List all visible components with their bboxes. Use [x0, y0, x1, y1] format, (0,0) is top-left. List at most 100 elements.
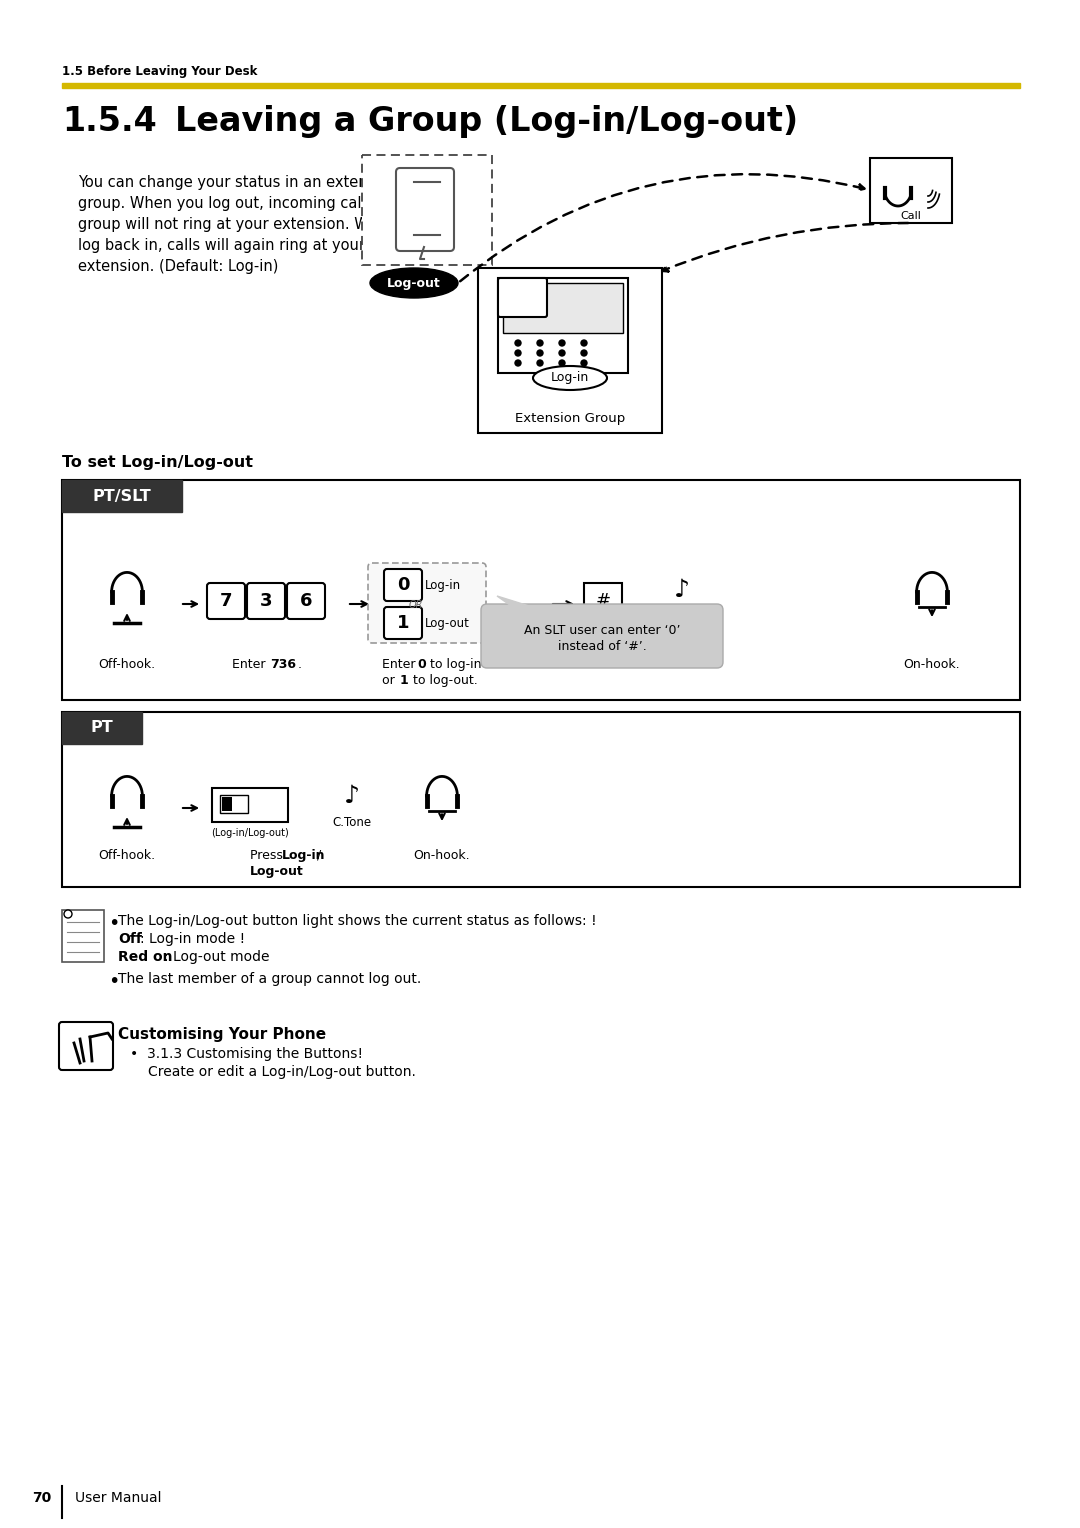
- Text: To set Log-in/Log-out: To set Log-in/Log-out: [62, 455, 253, 471]
- Text: group will not ring at your extension. When you: group will not ring at your extension. W…: [78, 217, 428, 232]
- Text: Log-out: Log-out: [426, 616, 470, 630]
- Bar: [222, 798, 232, 811]
- Text: 1.5 Before Leaving Your Desk: 1.5 Before Leaving Your Desk: [62, 66, 257, 78]
- Text: 0: 0: [396, 576, 409, 594]
- Text: 0: 0: [417, 659, 426, 671]
- Text: #: #: [603, 659, 613, 671]
- Text: Customising Your Phone: Customising Your Phone: [118, 1027, 326, 1042]
- FancyBboxPatch shape: [368, 562, 486, 643]
- Circle shape: [581, 341, 588, 345]
- Bar: [870, 157, 951, 223]
- Circle shape: [581, 350, 588, 356]
- Text: On-hook.: On-hook.: [904, 659, 960, 671]
- Text: C.Tone: C.Tone: [333, 816, 372, 828]
- Circle shape: [537, 350, 543, 356]
- Circle shape: [537, 341, 543, 345]
- Text: Create or edit a Log-in/Log-out button.: Create or edit a Log-in/Log-out button.: [148, 1065, 416, 1079]
- Text: 70: 70: [32, 1491, 52, 1505]
- Bar: [503, 283, 623, 333]
- Bar: [62, 480, 183, 512]
- Text: 3: 3: [260, 591, 272, 610]
- Text: 6: 6: [300, 591, 312, 610]
- Text: group. When you log out, incoming calls to the: group. When you log out, incoming calls …: [78, 196, 421, 211]
- Text: or: or: [382, 674, 399, 688]
- FancyBboxPatch shape: [384, 568, 422, 601]
- Bar: [498, 278, 627, 373]
- Text: to log-in: to log-in: [426, 659, 482, 671]
- Text: log back in, calls will again ring at your: log back in, calls will again ring at yo…: [78, 238, 365, 254]
- Text: •  3.1.3 Customising the Buttons!: • 3.1.3 Customising the Buttons!: [130, 1047, 363, 1060]
- Text: Call: Call: [901, 211, 921, 222]
- FancyBboxPatch shape: [207, 584, 245, 619]
- Ellipse shape: [534, 367, 607, 390]
- Text: User Manual: User Manual: [75, 1491, 162, 1505]
- Text: Press: Press: [249, 850, 287, 862]
- FancyBboxPatch shape: [396, 168, 454, 251]
- Text: Log-in: Log-in: [551, 371, 589, 385]
- Text: Red on: Red on: [118, 950, 173, 964]
- Circle shape: [515, 341, 521, 345]
- Bar: [62, 83, 1020, 89]
- Text: Extension Group: Extension Group: [515, 413, 625, 425]
- Text: : Log-out mode: : Log-out mode: [164, 950, 270, 964]
- Text: .: .: [298, 659, 302, 671]
- FancyBboxPatch shape: [59, 1022, 113, 1070]
- Text: Log-in: Log-in: [426, 579, 461, 591]
- Circle shape: [537, 361, 543, 367]
- Text: The Log-in/Log-out button light shows the current status as follows: !: The Log-in/Log-out button light shows th…: [118, 914, 596, 927]
- FancyBboxPatch shape: [247, 584, 285, 619]
- Text: Leaving a Group (Log-in/Log-out): Leaving a Group (Log-in/Log-out): [175, 105, 798, 138]
- Circle shape: [559, 341, 565, 345]
- FancyBboxPatch shape: [384, 607, 422, 639]
- Text: 1: 1: [396, 614, 409, 633]
- Text: Enter: Enter: [566, 659, 603, 671]
- FancyBboxPatch shape: [481, 604, 723, 668]
- Bar: [220, 795, 248, 813]
- Text: 1.5.4: 1.5.4: [62, 105, 157, 138]
- Text: PT/SLT: PT/SLT: [93, 489, 151, 504]
- FancyBboxPatch shape: [212, 788, 288, 822]
- Circle shape: [581, 361, 588, 367]
- Text: to log-out.: to log-out.: [409, 674, 477, 688]
- Text: 7: 7: [219, 591, 232, 610]
- Text: Off: Off: [118, 932, 141, 946]
- Bar: [62, 480, 1020, 700]
- Text: Enter: Enter: [382, 659, 419, 671]
- Ellipse shape: [370, 267, 458, 298]
- Text: 736: 736: [270, 659, 296, 671]
- Text: Log-out: Log-out: [249, 865, 303, 879]
- FancyBboxPatch shape: [362, 154, 492, 264]
- Circle shape: [64, 911, 72, 918]
- Text: C.Tone: C.Tone: [662, 610, 702, 622]
- Text: instead of ‘#’.: instead of ‘#’.: [557, 640, 646, 652]
- Text: Off-hook.: Off-hook.: [98, 850, 156, 862]
- Text: •: •: [108, 972, 120, 992]
- Text: ♪: ♪: [674, 578, 690, 602]
- Text: (Log-in/Log-out): (Log-in/Log-out): [211, 828, 288, 837]
- Bar: [478, 267, 662, 432]
- Polygon shape: [497, 596, 542, 610]
- Circle shape: [515, 361, 521, 367]
- Text: extension. (Default: Log-in): extension. (Default: Log-in): [78, 260, 279, 274]
- Bar: [62, 712, 1020, 886]
- Text: #: #: [595, 591, 610, 610]
- FancyBboxPatch shape: [498, 278, 546, 316]
- Text: .: .: [611, 659, 615, 671]
- Text: OR: OR: [409, 601, 423, 610]
- Text: /: /: [318, 850, 321, 862]
- FancyBboxPatch shape: [287, 584, 325, 619]
- Circle shape: [559, 361, 565, 367]
- Text: PT: PT: [91, 721, 113, 735]
- Text: An SLT user can enter ‘0’: An SLT user can enter ‘0’: [524, 623, 680, 637]
- Text: You can change your status in an extension: You can change your status in an extensi…: [78, 176, 397, 189]
- Text: Log-in: Log-in: [282, 850, 325, 862]
- Text: : Log-in mode !: : Log-in mode !: [140, 932, 245, 946]
- Text: Log-out: Log-out: [387, 277, 441, 289]
- Bar: [62, 712, 141, 744]
- Text: 1: 1: [400, 674, 408, 688]
- Text: The last member of a group cannot log out.: The last member of a group cannot log ou…: [118, 972, 421, 986]
- Text: ♪: ♪: [345, 784, 360, 808]
- FancyBboxPatch shape: [62, 911, 104, 963]
- Text: .: .: [298, 865, 302, 879]
- Circle shape: [515, 350, 521, 356]
